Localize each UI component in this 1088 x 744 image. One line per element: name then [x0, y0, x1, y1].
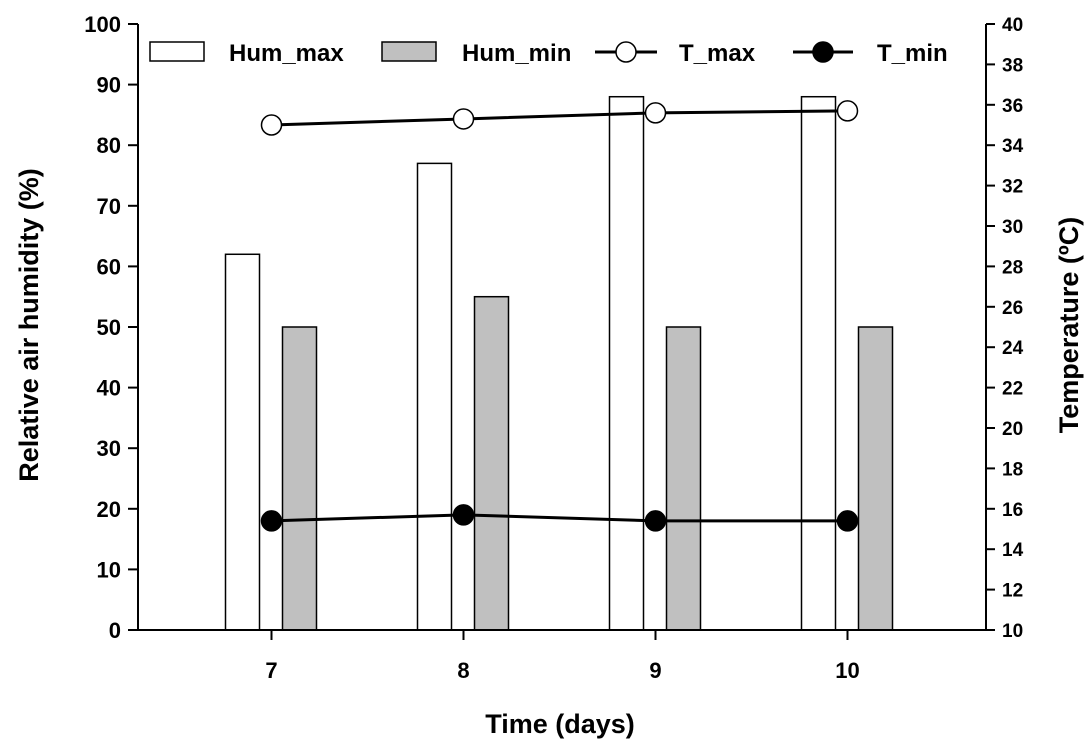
y-tick-label-80: 80 [97, 133, 121, 158]
x-axis-title: Time (days) [485, 709, 635, 739]
y-axis-title: Relative air humidity (%) [14, 168, 44, 482]
y2-tick-label-30: 30 [1002, 217, 1023, 238]
bar-hum-min-8 [473, 295, 510, 631]
ticks-layer: 0 10 20 30 40 50 60 70 80 90 100 10 12 14 16 18 20 22 24 26… [84, 12, 1023, 683]
point-t-min-9 [644, 510, 667, 532]
x-tick-label-9: 9 [649, 658, 661, 683]
bar-hum-max-9 [608, 95, 645, 631]
y-tick-label-70: 70 [97, 194, 121, 219]
y-tick-label-0: 0 [109, 618, 121, 643]
point-t-min-8 [452, 504, 475, 526]
point-t-max-8 [452, 108, 475, 130]
bars-layer [224, 95, 894, 631]
y2-tick-label-12: 12 [1002, 581, 1023, 602]
point-t-min-10 [836, 510, 859, 532]
y-tick-label-10: 10 [97, 557, 121, 582]
legend-label-hum-min: Hum_min [462, 40, 571, 67]
legend-swatch-hum-max [149, 41, 205, 62]
legend-label-t-min: T_min [877, 40, 948, 67]
x-tick-label-7: 7 [265, 658, 277, 683]
legend: Hum_max Hum_min T_max T_min [149, 40, 948, 67]
point-t-min-7 [260, 510, 283, 532]
bar-hum-max-8 [416, 162, 453, 631]
y-tick-label-20: 20 [97, 497, 121, 522]
y2-tick-label-28: 28 [1002, 257, 1023, 278]
legend-marker-t-max [615, 41, 637, 63]
x-tick-label-8: 8 [457, 658, 469, 683]
y2-tick-label-16: 16 [1002, 500, 1023, 521]
y-tick-label-40: 40 [97, 376, 121, 401]
legend-marker-t-min [812, 41, 834, 63]
y-tick-label-100: 100 [84, 12, 121, 37]
lines-layer [260, 100, 859, 532]
bar-hum-min-10 [857, 326, 894, 631]
line-t-max [271, 109, 848, 127]
y2-tick-label-34: 34 [1002, 136, 1024, 157]
bar-hum-min-9 [665, 326, 702, 631]
point-t-max-9 [644, 102, 667, 124]
y2-tick-label-32: 32 [1002, 177, 1023, 198]
bar-hum-min-7 [281, 326, 318, 631]
y-tick-label-50: 50 [97, 315, 121, 340]
y2-tick-label-20: 20 [1002, 419, 1023, 440]
y-tick-label-90: 90 [97, 73, 121, 98]
y-tick-label-60: 60 [97, 254, 121, 279]
bar-hum-max-7 [224, 253, 261, 631]
y2-tick-label-40: 40 [1002, 15, 1023, 36]
y2-tick-label-26: 26 [1002, 298, 1023, 319]
legend-label-t-max: T_max [679, 40, 756, 67]
point-t-max-7 [260, 114, 283, 136]
point-t-max-10 [836, 100, 859, 122]
y2-tick-label-38: 38 [1002, 55, 1023, 76]
legend-label-hum-max: Hum_max [229, 40, 344, 67]
y2-tick-label-36: 36 [1002, 96, 1023, 117]
y2-tick-label-14: 14 [1002, 540, 1024, 561]
y2-tick-label-22: 22 [1002, 379, 1023, 400]
line-t-min [271, 513, 848, 523]
x-tick-label-10: 10 [835, 658, 859, 683]
y2-tick-label-24: 24 [1002, 338, 1024, 359]
y-tick-label-30: 30 [97, 436, 121, 461]
y2-tick-label-10: 10 [1002, 621, 1023, 642]
bar-hum-max-10 [800, 95, 837, 631]
legend-swatch-hum-min [381, 41, 437, 62]
y2-axis-title: Temperature (ºC) [1054, 217, 1084, 433]
y2-tick-label-18: 18 [1002, 459, 1023, 480]
